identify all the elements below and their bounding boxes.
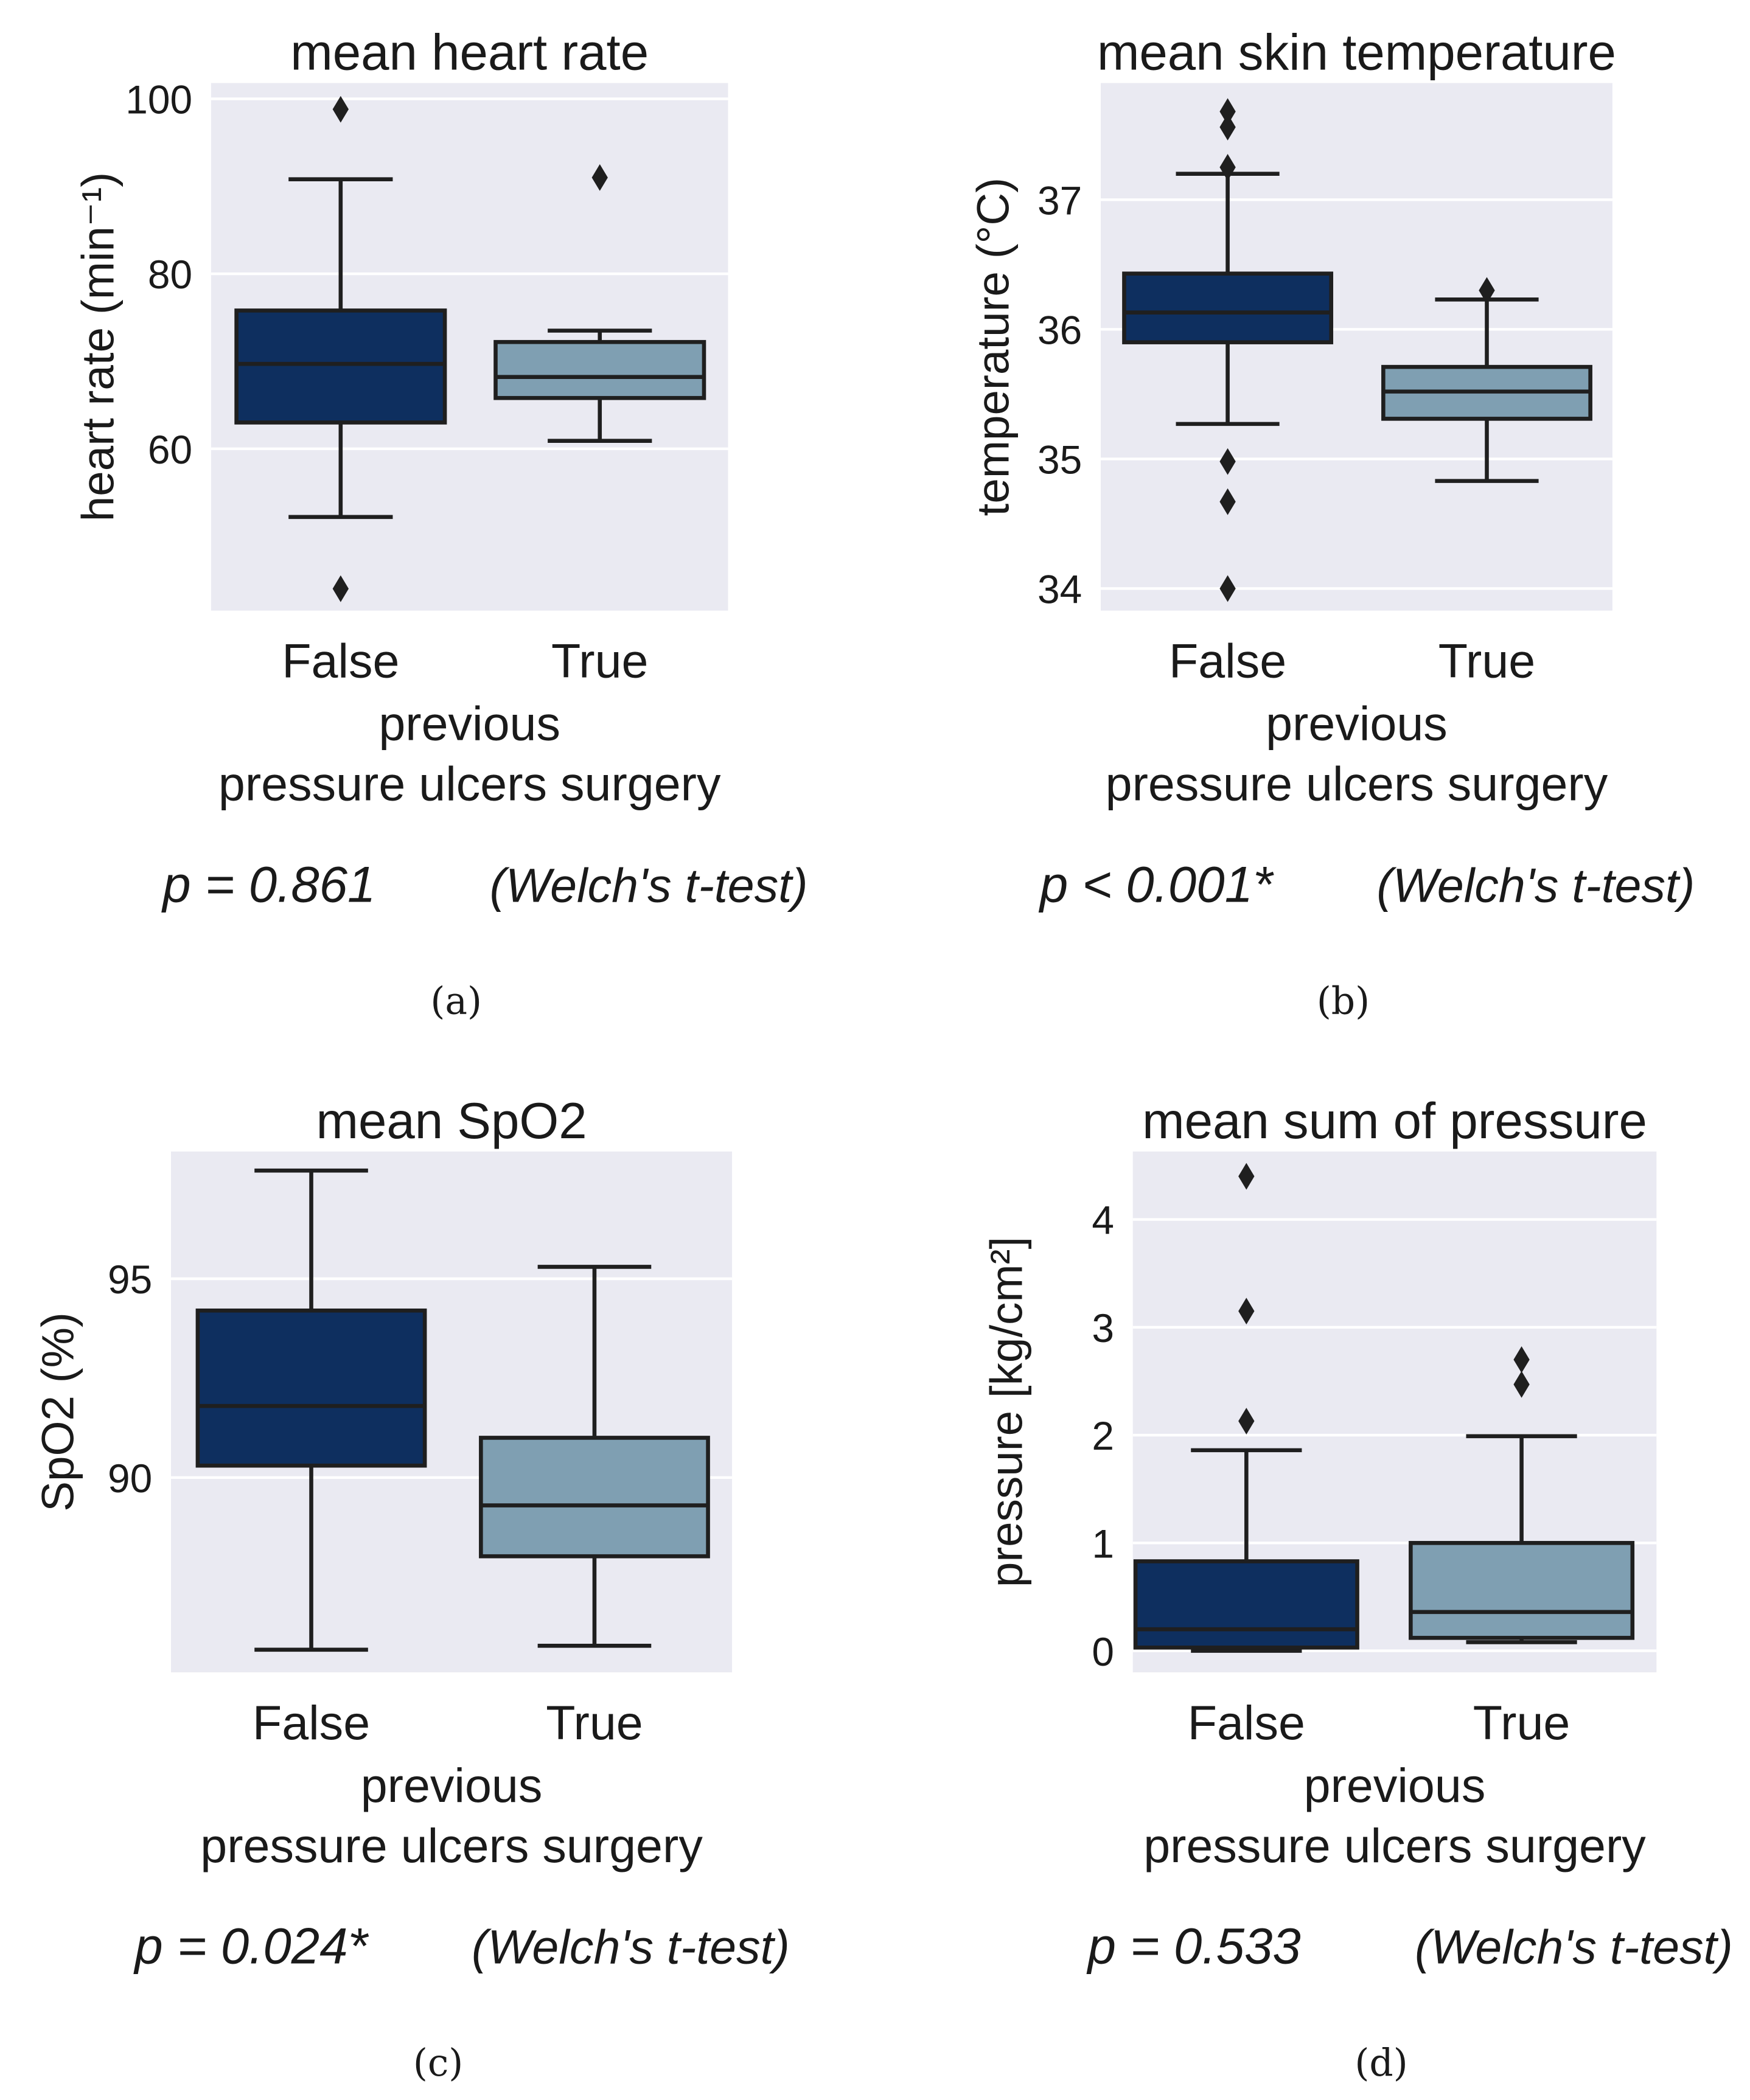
chart-title: mean SpO2	[316, 1092, 587, 1149]
outlier-point	[1219, 448, 1236, 475]
y-tick-label: 60	[148, 427, 192, 472]
x-axis-label: pressure ulcers surgery	[218, 756, 721, 810]
y-axis-label: heart rate (min⁻¹)	[72, 172, 124, 521]
subfigure-caption: (a)	[430, 980, 482, 1023]
outlier-point	[1479, 277, 1495, 304]
x-axis-label: previous	[378, 697, 560, 751]
panel-d: 0 1 2 3 4 mean sum of pressure pressure [kg/cm…	[980, 1092, 1732, 2085]
box-iqr	[195, 1308, 427, 1468]
x-axis-label: pressure ulcers surgery	[1106, 756, 1608, 810]
x-axis-label: previous	[1266, 697, 1448, 751]
box-false	[1133, 1163, 1359, 1653]
y-tick-label: 80	[148, 252, 192, 297]
box-false	[234, 96, 447, 602]
chart-title: mean sum of pressure	[1142, 1092, 1647, 1149]
chart-title: mean heart rate	[290, 24, 649, 81]
outlier-point	[1513, 1371, 1530, 1398]
x-tick-label: False	[282, 633, 399, 687]
y-tick-label: 0	[1092, 1629, 1114, 1674]
outlier-point	[332, 96, 349, 123]
y-tick-label: 1	[1092, 1521, 1114, 1566]
x-tick-label: True	[1473, 1695, 1570, 1750]
panel-a: 60 80 100 mean heart rate heart rate (min⁻¹)…	[72, 24, 808, 1023]
box-true	[1409, 1346, 1635, 1644]
test-name: (Welch's t-test)	[472, 1920, 790, 1974]
y-tick-label: 4	[1092, 1198, 1114, 1243]
p-value: p = 0.861	[161, 855, 375, 913]
plot-area	[1101, 83, 1612, 611]
test-name: (Welch's t-test)	[1376, 858, 1695, 912]
y-tick-label: 2	[1092, 1413, 1114, 1458]
x-axis-label: previous	[1304, 1758, 1486, 1812]
box-iqr	[493, 339, 706, 400]
x-tick-label: True	[1438, 633, 1536, 687]
subfigure-caption: (d)	[1354, 2042, 1407, 2085]
outlier-point	[1513, 1346, 1530, 1373]
outlier-point	[332, 575, 349, 602]
p-value: p = 0.024*	[133, 1917, 369, 1975]
y-axis-label: SpO2 (%)	[32, 1312, 83, 1512]
outlier-point	[1219, 154, 1236, 181]
y-tick-label: 34	[1037, 567, 1082, 612]
box-iqr	[1122, 271, 1334, 344]
y-tick-label: 100	[125, 77, 192, 122]
box-true	[1381, 277, 1592, 483]
test-name: (Welch's t-test)	[1415, 1920, 1733, 1974]
outlier-point	[1219, 575, 1236, 602]
box-false	[1122, 98, 1334, 602]
outlier-point	[1219, 98, 1236, 125]
x-tick-label: True	[551, 633, 649, 687]
x-axis-label: previous	[361, 1758, 543, 1812]
x-axis-label: pressure ulcers surgery	[200, 1818, 703, 1872]
x-tick-label: False	[253, 1695, 370, 1750]
y-axis-label: temperature (°C)	[967, 178, 1019, 516]
box-iqr	[479, 1436, 710, 1559]
y-tick-label: 90	[108, 1456, 152, 1501]
panel-b: 34 35 36 37 mean skin temperature temperature…	[967, 24, 1695, 1023]
y-tick-label: 3	[1092, 1306, 1114, 1351]
x-axis-label: pressure ulcers surgery	[1143, 1818, 1646, 1872]
outlier-point	[591, 164, 608, 191]
chart-title: mean skin temperature	[1097, 24, 1616, 81]
subfigure-caption: (b)	[1317, 980, 1370, 1023]
box-iqr	[234, 308, 447, 425]
box-true	[493, 164, 706, 443]
y-tick-label: 95	[108, 1257, 152, 1302]
p-value: p = 0.533	[1086, 1917, 1301, 1975]
y-axis-label: pressure [kg/cm²]	[980, 1237, 1031, 1587]
y-tick-label: 37	[1037, 178, 1082, 223]
box-iqr	[1133, 1559, 1359, 1650]
outlier-point	[1219, 488, 1236, 515]
box-true	[479, 1265, 710, 1648]
x-tick-label: False	[1188, 1695, 1305, 1750]
y-tick-label: 36	[1037, 307, 1082, 352]
p-value: p < 0.001*	[1038, 855, 1274, 913]
x-tick-label: True	[546, 1695, 643, 1750]
box-iqr	[1409, 1541, 1635, 1640]
x-tick-label: False	[1169, 633, 1286, 687]
box-false	[195, 1168, 427, 1652]
subfigure-caption: (c)	[413, 2042, 463, 2085]
y-tick-label: 35	[1037, 437, 1082, 482]
test-name: (Welch's t-test)	[490, 858, 808, 912]
